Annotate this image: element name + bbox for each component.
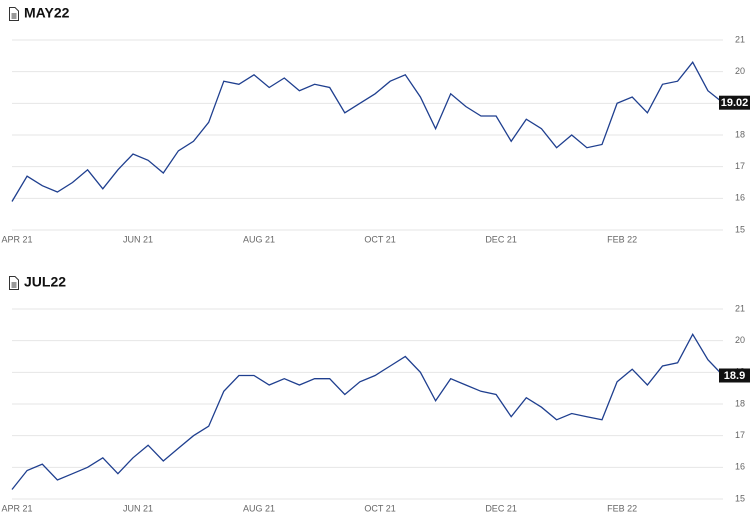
doc-icon-outline [9, 276, 19, 290]
y-tick-label: 20 [735, 66, 745, 76]
last-value-box [719, 95, 750, 110]
price-line [11, 332, 724, 490]
y-tick-label: 15 [735, 493, 745, 503]
x-tick-label: OCT 21 [364, 234, 395, 244]
x-tick-label: FEB 22 [607, 234, 637, 244]
y-tick-label: 18 [735, 129, 745, 139]
last-value-label: 19.02 [721, 97, 749, 109]
x-tick-label: APR 21 [1, 503, 32, 513]
x-tick-label: DEC 21 [485, 234, 517, 244]
doc-icon [9, 7, 19, 21]
y-tick-label: 18 [735, 398, 745, 408]
y-tick-label: 16 [735, 193, 745, 203]
x-tick-label: APR 21 [1, 234, 32, 244]
x-tick-label: OCT 21 [364, 503, 395, 513]
chart-title: JUL22 [24, 274, 66, 290]
y-tick-label: 21 [735, 303, 745, 313]
doc-icon-outline [9, 7, 19, 21]
last-value-box [719, 368, 750, 383]
y-tick-label: 17 [735, 430, 745, 440]
y-tick-label: 21 [735, 34, 745, 44]
doc-icon [9, 276, 19, 290]
y-tick-label: 16 [735, 462, 745, 472]
last-value-label: 18.9 [724, 370, 745, 382]
x-tick-label: AUG 21 [243, 234, 275, 244]
doc-icon-lines [11, 282, 17, 288]
y-tick-label: 15 [735, 224, 745, 234]
x-tick-label: FEB 22 [607, 503, 637, 513]
doc-icon-lines [11, 13, 17, 19]
chart-title: MAY22 [24, 5, 70, 21]
price-line [11, 61, 724, 202]
y-tick-label: 20 [735, 335, 745, 345]
x-tick-label: DEC 21 [485, 503, 517, 513]
x-tick-label: JUN 21 [123, 234, 153, 244]
y-tick-label: 17 [735, 161, 745, 171]
x-tick-label: JUN 21 [123, 503, 153, 513]
x-tick-label: AUG 21 [243, 503, 275, 513]
